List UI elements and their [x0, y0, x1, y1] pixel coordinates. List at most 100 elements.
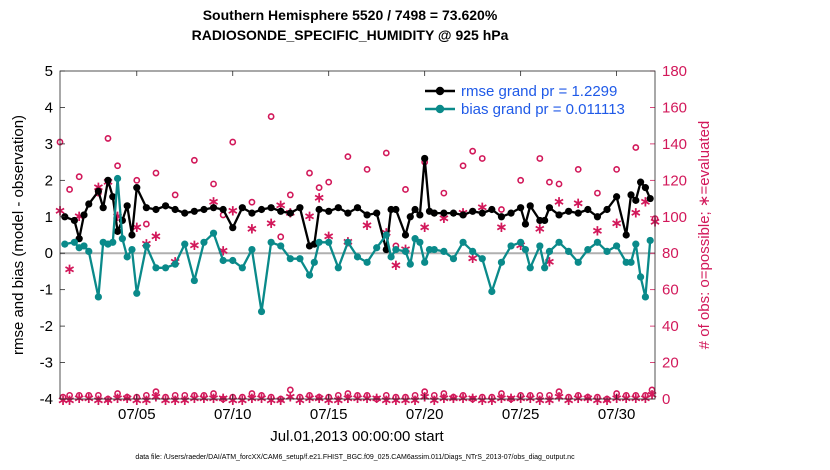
y2-axis-label: # of obs: o=possible; ∗=evaluated — [696, 121, 713, 350]
rmse-point — [296, 204, 304, 212]
rmse-point — [469, 207, 477, 215]
rmse-point — [416, 211, 424, 219]
y-tick-label: 1 — [45, 209, 53, 226]
bias-point — [526, 264, 534, 272]
obs-evaluated-marker: ∗ — [610, 214, 623, 232]
rmse-point — [545, 204, 554, 212]
obs-possible-marker — [190, 156, 198, 164]
x-tick-label: 07/25 — [502, 406, 540, 423]
bias-point — [517, 238, 525, 246]
obs-possible-bottom-marker — [565, 393, 573, 401]
obs-possible-marker — [306, 169, 313, 177]
obs-possible-marker — [498, 206, 505, 213]
rmse-point — [574, 209, 582, 217]
obs-evaluated-bottom-marker: ∗ — [265, 391, 278, 409]
bias-point — [555, 238, 563, 246]
bias-point — [584, 245, 592, 254]
bias-point — [382, 231, 390, 239]
bias-point — [128, 245, 136, 254]
obs-possible-bottom-marker — [75, 391, 83, 399]
obs-evaluated-bottom-marker: ∗ — [639, 389, 652, 407]
bias-point — [478, 255, 486, 263]
obs-possible-bottom-marker — [267, 393, 275, 401]
obs-possible-marker — [267, 113, 275, 120]
obs-possible-bottom-marker — [123, 393, 131, 401]
obs-possible-bottom-marker — [85, 391, 93, 399]
obs-possible-bottom-marker — [450, 393, 457, 401]
obs-possible-marker — [248, 198, 256, 206]
rmse-point — [99, 204, 107, 212]
obs-possible-bottom-marker — [190, 391, 198, 399]
obs-possible-bottom-marker — [555, 388, 563, 396]
obs-evaluated-bottom-marker: ∗ — [207, 389, 220, 407]
bias-point — [118, 235, 126, 243]
obs-evaluated-bottom-marker: ∗ — [121, 389, 134, 407]
rmse-point — [526, 202, 534, 210]
obs-evaluated-bottom-marker: ∗ — [217, 389, 230, 407]
obs-possible-marker — [632, 144, 640, 151]
obs-evaluated-bottom-marker: ∗ — [150, 387, 163, 405]
rmse-point — [584, 205, 592, 214]
rmse-point — [334, 204, 342, 212]
obs-possible-marker — [315, 184, 323, 192]
bias-point — [85, 247, 93, 255]
obs-possible-bottom-marker — [402, 393, 409, 401]
obs-evaluated-bottom-marker: ∗ — [140, 391, 153, 409]
rmse-point — [152, 205, 160, 214]
obs-evaluated-bottom-marker: ∗ — [399, 391, 412, 409]
rmse-point — [277, 207, 285, 215]
obs-evaluated-bottom-marker: ∗ — [361, 389, 374, 407]
obs-possible-marker — [555, 180, 563, 188]
rmse-point — [593, 213, 602, 221]
obs-evaluated-bottom-marker: ∗ — [102, 391, 115, 409]
y2-tick-label: 120 — [662, 172, 687, 189]
y2-tick-label: 180 — [662, 63, 687, 80]
obs-evaluated-marker: ∗ — [534, 220, 547, 238]
bias-point — [219, 256, 227, 265]
rmse-point — [555, 211, 563, 219]
bias-point — [603, 247, 611, 255]
obs-evaluated-bottom-marker: ∗ — [255, 389, 268, 407]
obs-possible-bottom-marker — [238, 393, 246, 401]
rmse-point — [344, 209, 352, 217]
rmse-point — [325, 207, 333, 215]
obs-possible-bottom-marker — [315, 393, 323, 401]
bias-point — [80, 242, 88, 250]
bias-point — [200, 238, 208, 246]
bias-point — [267, 238, 275, 246]
obs-possible-bottom-marker — [459, 391, 467, 399]
y-tick-label: -4 — [40, 391, 53, 408]
obs-evaluated-bottom-marker: ∗ — [322, 391, 335, 409]
x-tick-label: 07/05 — [118, 406, 156, 423]
obs-evaluated-bottom-marker: ∗ — [630, 389, 643, 407]
bias-point — [392, 245, 400, 254]
obs-evaluated-bottom-marker: ∗ — [601, 391, 614, 409]
rmse-point — [128, 231, 136, 239]
y2-tick-label: 80 — [662, 245, 679, 262]
obs-possible-bottom-marker — [162, 393, 169, 401]
rmse-point — [80, 211, 88, 219]
obs-evaluated-bottom-marker: ∗ — [620, 389, 633, 407]
obs-evaluated-marker: ∗ — [495, 218, 508, 236]
rmse-point — [459, 211, 467, 219]
bias-point — [497, 258, 506, 266]
rmse-point — [142, 204, 150, 212]
obs-possible-marker — [402, 186, 409, 193]
y-tick-label: 3 — [45, 136, 53, 153]
obs-possible-bottom-marker — [584, 393, 592, 401]
obs-evaluated-marker: ∗ — [313, 189, 326, 207]
rmse-point — [613, 193, 621, 201]
bias-point — [70, 238, 78, 246]
obs-evaluated-bottom-marker: ∗ — [524, 389, 537, 407]
rmse-point — [363, 211, 371, 219]
x-tick-label: 07/15 — [310, 406, 348, 423]
obs-evaluated-bottom-marker: ∗ — [438, 389, 451, 407]
obs-evaluated-bottom-marker: ∗ — [178, 391, 191, 409]
y2-tick-label: 20 — [662, 355, 679, 372]
obs-evaluated-bottom-marker: ∗ — [130, 391, 143, 409]
obs-possible-marker — [546, 178, 553, 186]
obs-possible-bottom-marker — [248, 390, 256, 397]
rmse-point — [109, 193, 117, 201]
y-axis-label: rmse and bias (model - observation) — [10, 115, 27, 355]
obs-possible-marker — [613, 165, 621, 173]
